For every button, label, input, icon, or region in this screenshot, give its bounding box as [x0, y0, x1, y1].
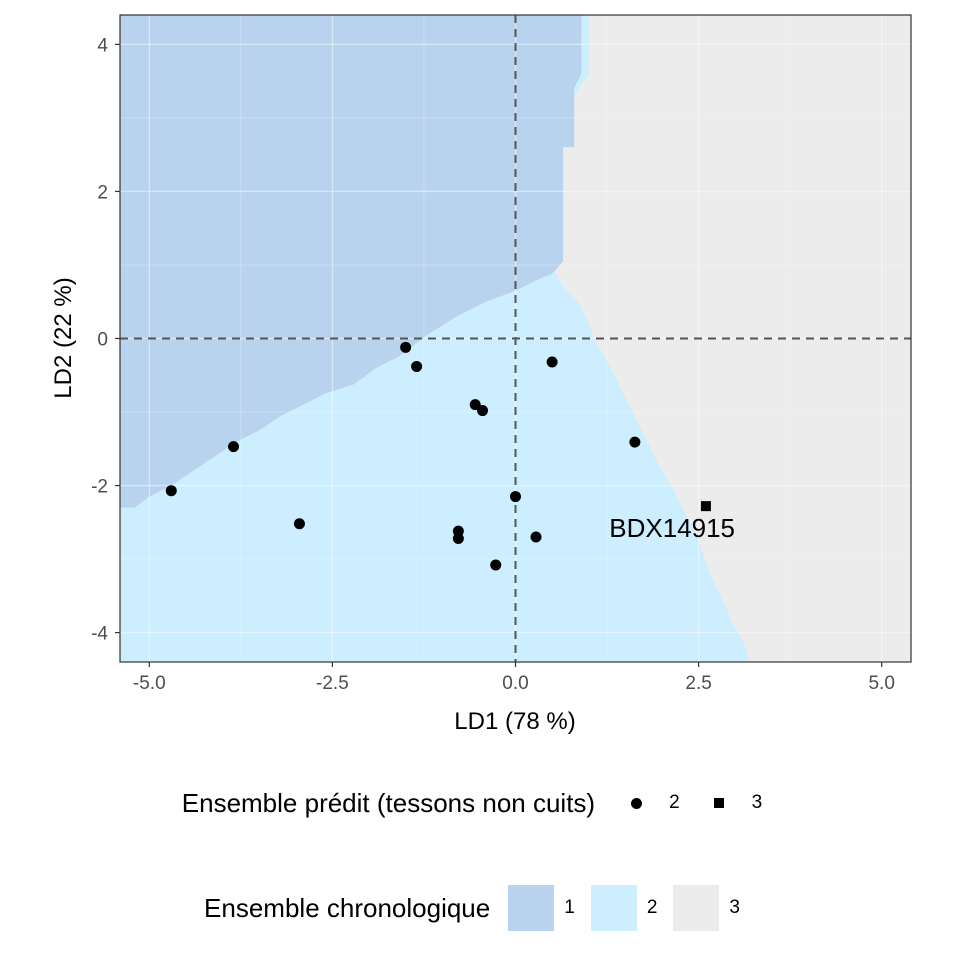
data-point-circle — [510, 491, 521, 503]
y-tick-label: -4 — [91, 624, 108, 645]
data-point-circle — [477, 405, 489, 417]
x-tick-label: 0.0 — [502, 673, 528, 694]
x-tick-label: -2.5 — [316, 673, 349, 694]
region-1 — [120, 15, 582, 508]
data-point-circle — [228, 441, 240, 453]
square-marker-icon — [713, 798, 724, 808]
legend-key-circle — [613, 780, 659, 826]
x-tick-label: 2.5 — [685, 673, 711, 694]
legend-key-square — [696, 780, 742, 826]
y-tick-label: 0 — [97, 330, 108, 351]
x-axis-ticks: -5.0 -2.5 0.0 2.5 5.0 — [133, 662, 895, 694]
data-point-circle — [293, 518, 305, 530]
legend-swatch-2 — [590, 885, 637, 931]
legend-fill-title: Ensemble chronologique — [204, 892, 491, 923]
legend-swatch-1 — [508, 885, 555, 931]
x-axis-title: LD1 (78 %) — [454, 708, 575, 735]
data-point-circle — [165, 485, 177, 497]
lda-chart: BDX14915 -5.0 -2.5 0.0 2.5 5.0 -4 -2 0 2 4 LD1 (… — [50, 14, 912, 735]
data-point-circle — [530, 531, 542, 543]
y-tick-label: 4 — [97, 35, 108, 56]
legend-fill-label-2: 2 — [646, 897, 658, 918]
data-point-square — [700, 501, 711, 512]
data-point-circle — [546, 356, 558, 368]
data-point-circle — [629, 436, 641, 448]
legend-shape-label-3: 3 — [751, 792, 763, 813]
legend-shape: Ensemble prédit (tessons non cuits) 2 3 — [0, 780, 960, 826]
legend-shape-title: Ensemble prédit (tessons non cuits) — [181, 787, 596, 818]
data-point-circle — [411, 360, 423, 372]
annotations: BDX14915 — [609, 513, 735, 543]
data-points — [165, 341, 711, 571]
point-label: BDX14915 — [609, 513, 735, 543]
y-axis-title: LD2 (22 %) — [50, 277, 77, 398]
data-point-circle — [490, 559, 502, 571]
legend-shape-label-2: 2 — [669, 792, 680, 813]
legend-fill-label-1: 1 — [564, 897, 575, 918]
legend-swatch-3 — [673, 885, 720, 931]
x-tick-label: 5.0 — [868, 673, 894, 694]
reference-lines — [120, 15, 911, 662]
y-tick-label: -2 — [91, 477, 108, 498]
data-point-circle — [400, 341, 412, 353]
legend-fill: Ensemble chronologique 1 2 3 — [0, 885, 960, 931]
data-point-circle — [452, 532, 464, 544]
data-point-circle — [469, 399, 481, 411]
legend-fill-label-3: 3 — [729, 897, 740, 918]
y-tick-label: 2 — [97, 182, 108, 203]
x-tick-label: -5.0 — [133, 673, 166, 694]
y-axis-ticks: -4 -2 0 2 4 — [91, 35, 120, 645]
circle-marker-icon — [630, 797, 642, 809]
